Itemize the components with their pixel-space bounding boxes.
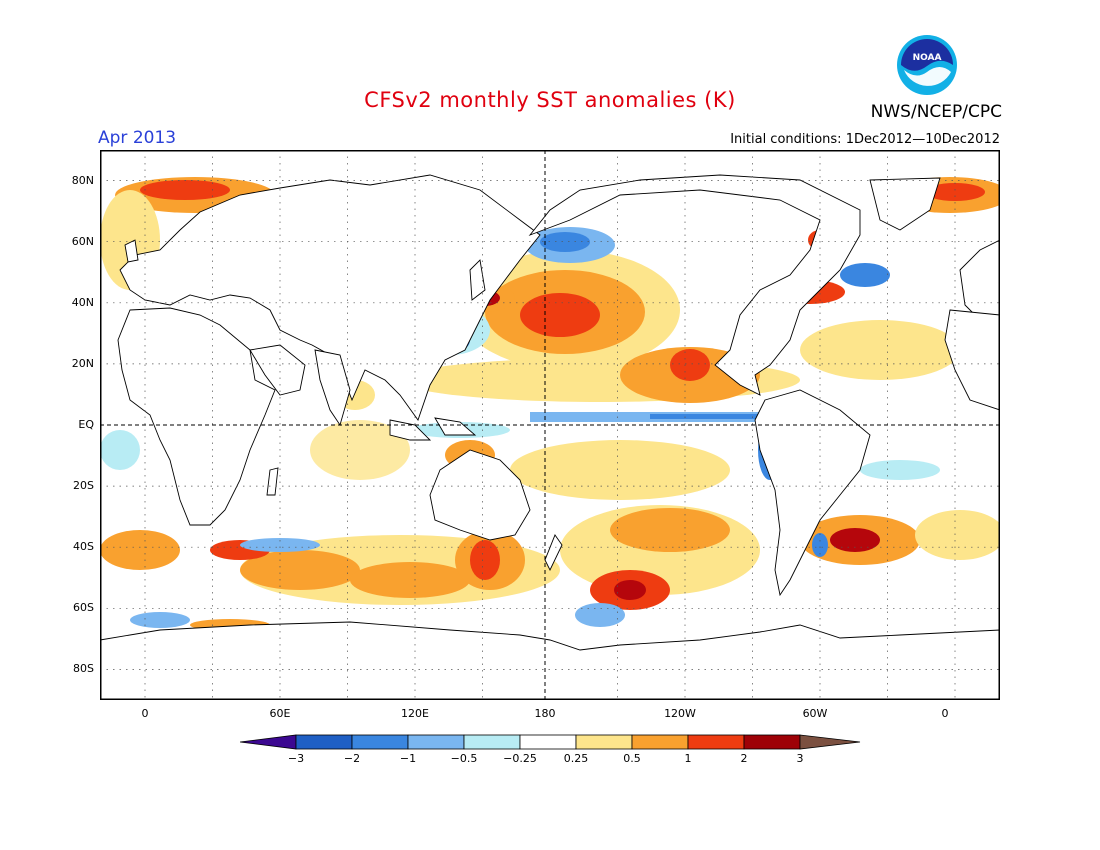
lon-label: 60W xyxy=(802,707,828,720)
lat-label: 20S xyxy=(73,479,94,492)
colorbar-swatch xyxy=(687,734,745,750)
lat-label: 40S xyxy=(73,540,94,553)
colorbar-low-arrow xyxy=(240,734,297,750)
colorbar-swatch xyxy=(631,734,689,750)
colorbar-high-arrow xyxy=(799,734,861,750)
colorbar-tick-label: 1 xyxy=(684,752,692,765)
colorbar-tick-label: 0.5 xyxy=(623,752,641,765)
lon-label: 0 xyxy=(141,707,149,720)
lon-label: 0 xyxy=(941,707,949,720)
colorbar-swatch xyxy=(295,734,353,750)
lat-label: 60S xyxy=(73,601,94,614)
colorbar-tick-label: −0.25 xyxy=(503,752,537,765)
lat-label: EQ xyxy=(78,418,94,431)
colorbar-swatch xyxy=(575,734,633,750)
noaa-logo: NOAA xyxy=(897,35,957,95)
lat-label: 40N xyxy=(71,296,94,309)
lat-label: 60N xyxy=(71,235,94,248)
lon-label: 180 xyxy=(534,707,556,720)
colorbar-tick-label: −2 xyxy=(343,752,361,765)
colorbar-swatch xyxy=(407,734,465,750)
lon-label: 120W xyxy=(664,707,696,720)
lat-label: 80N xyxy=(71,174,94,187)
colorbar-swatch xyxy=(519,734,577,750)
colorbar-tick-label: −3 xyxy=(287,752,305,765)
lon-label: 60E xyxy=(269,707,291,720)
continents xyxy=(100,174,1000,700)
colorbar-tick-label: 3 xyxy=(796,752,804,765)
colorbar-swatch xyxy=(743,734,801,750)
colorbar-tick-label: −1 xyxy=(399,752,417,765)
agency-label: NWS/NCEP/CPC xyxy=(870,102,1002,122)
colorbar-tick-label: 0.25 xyxy=(563,752,589,765)
colorbar-tick-label: 2 xyxy=(740,752,748,765)
colorbar-tick-label: −0.5 xyxy=(450,752,478,765)
colorbar-swatch xyxy=(351,734,409,750)
map-title: CFSv2 monthly SST anomalies (K) xyxy=(364,88,736,112)
map-grid xyxy=(100,150,1000,700)
sst-anomaly-map xyxy=(100,150,1000,700)
lat-label: 20N xyxy=(71,357,94,370)
forecast-month-label: Apr 2013 xyxy=(98,128,177,148)
colorbar-swatch xyxy=(463,734,521,750)
lon-label: 120E xyxy=(401,707,429,720)
lat-label: 80S xyxy=(73,662,94,675)
colorbar xyxy=(240,734,861,750)
initial-conditions-label: Initial conditions: 1Dec2012—10Dec2012 xyxy=(730,132,1000,147)
map-frame xyxy=(100,150,1000,700)
svg-text:NOAA: NOAA xyxy=(913,53,942,63)
